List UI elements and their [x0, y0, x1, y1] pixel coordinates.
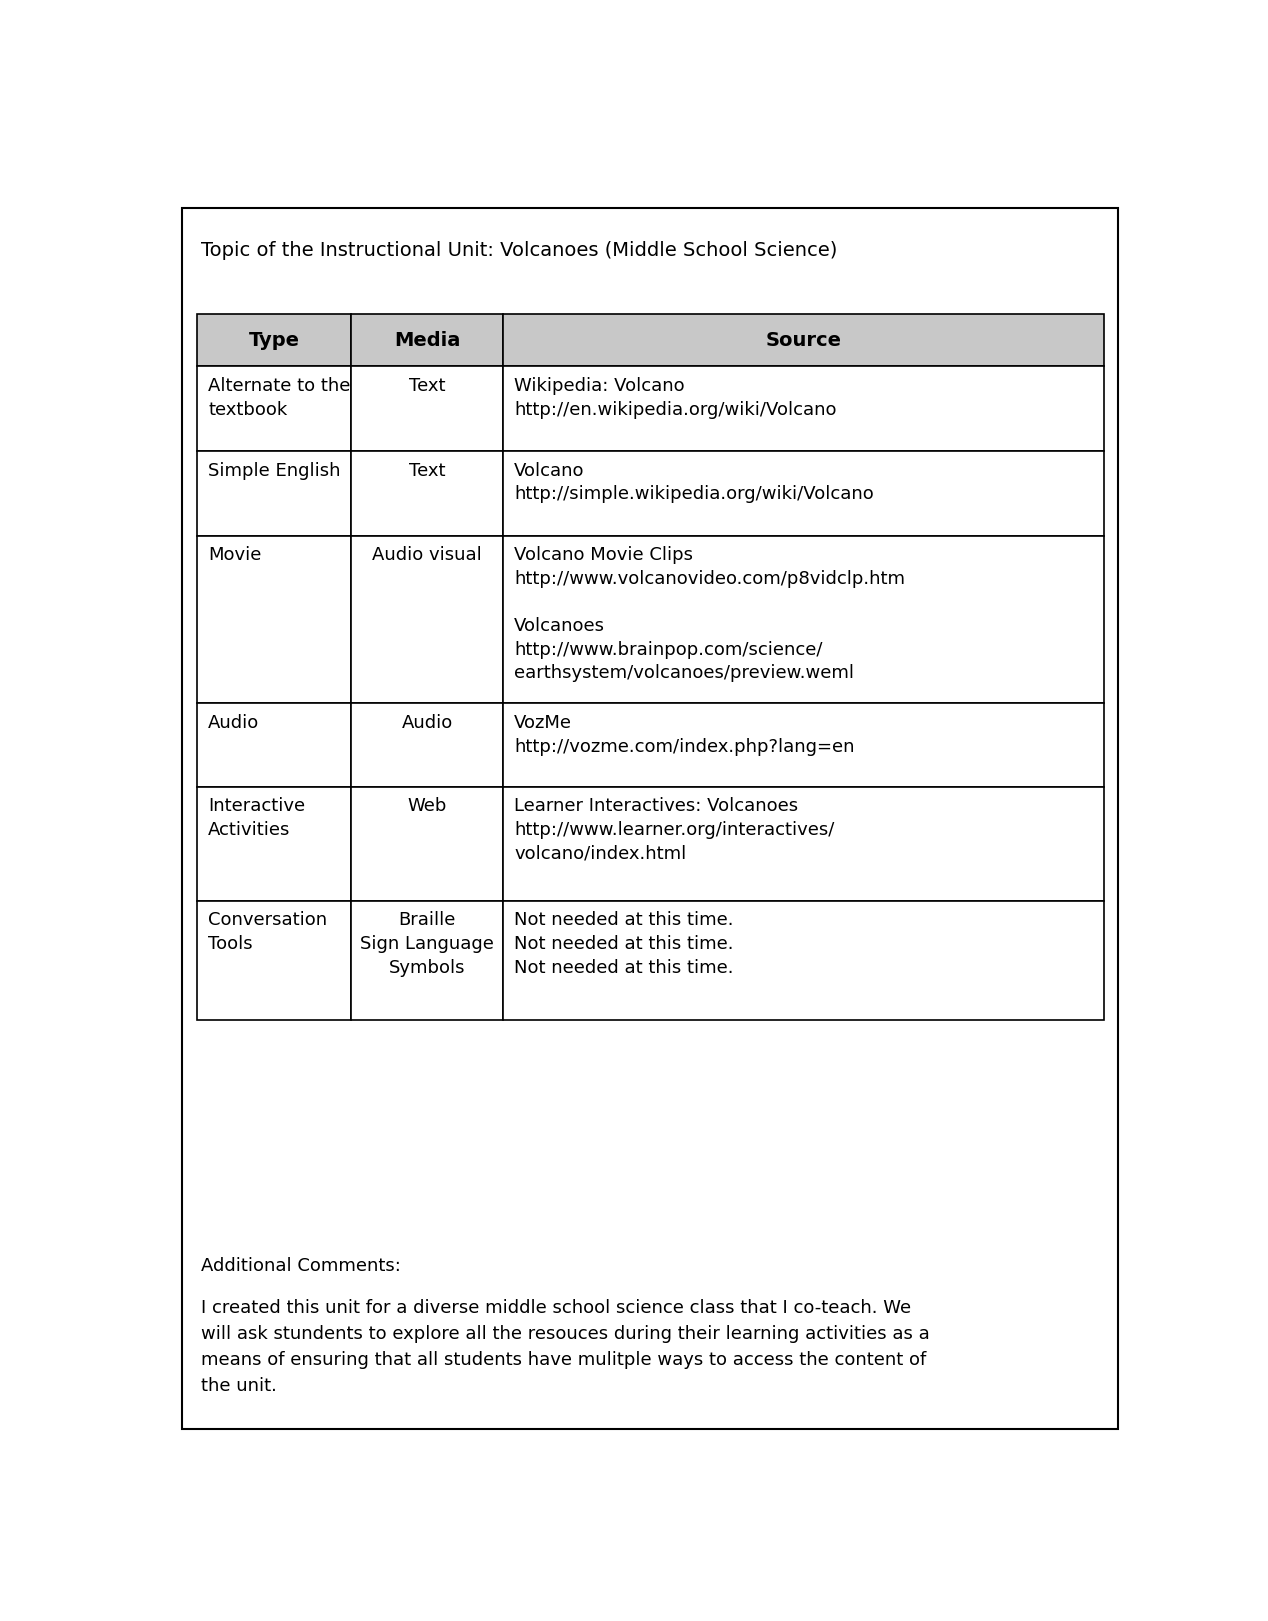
Text: Learner Interactives: Volcanoes
http://www.learner.org/interactives/
volcano/ind: Learner Interactives: Volcanoes http://w… — [515, 798, 834, 862]
Text: VozMe
http://vozme.com/index.php?lang=en: VozMe http://vozme.com/index.php?lang=en — [515, 715, 855, 755]
Text: Volcano Movie Clips
http://www.volcanovideo.com/p8vidclp.htm

Volcanoes
http://w: Volcano Movie Clips http://www.volcanovi… — [515, 546, 905, 682]
Text: Braille
Sign Language
Symbols: Braille Sign Language Symbols — [360, 911, 495, 976]
Text: Additional Comments:: Additional Comments: — [202, 1258, 401, 1276]
Text: Conversation
Tools: Conversation Tools — [208, 911, 327, 953]
Text: Text: Text — [408, 462, 445, 480]
Text: I created this unit for a diverse middle school science class that I co-teach. W: I created this unit for a diverse middle… — [202, 1300, 929, 1394]
Bar — [198, 901, 351, 1020]
Bar — [351, 901, 503, 1020]
Bar — [198, 451, 351, 535]
Text: Wikipedia: Volcano
http://en.wikipedia.org/wiki/Volcano: Wikipedia: Volcano http://en.wikipedia.o… — [515, 378, 837, 418]
Bar — [351, 535, 503, 704]
Text: Audio visual: Audio visual — [373, 546, 482, 564]
Bar — [503, 314, 1104, 366]
Text: Alternate to the
textbook: Alternate to the textbook — [208, 378, 350, 418]
Text: Topic of the Instructional Unit: Volcanoes (Middle School Science): Topic of the Instructional Unit: Volcano… — [202, 242, 837, 259]
Bar — [503, 704, 1104, 786]
Text: Text: Text — [408, 378, 445, 396]
Text: Volcano
http://simple.wikipedia.org/wiki/Volcano: Volcano http://simple.wikipedia.org/wiki… — [515, 462, 874, 503]
Text: Type: Type — [249, 331, 299, 350]
Text: Not needed at this time.
Not needed at this time.
Not needed at this time.: Not needed at this time. Not needed at t… — [515, 911, 734, 976]
Text: Web: Web — [407, 798, 446, 815]
Bar — [351, 451, 503, 535]
Text: Simple English: Simple English — [208, 462, 341, 480]
Text: Audio: Audio — [208, 715, 260, 733]
Text: Interactive
Activities: Interactive Activities — [208, 798, 306, 840]
Bar — [351, 704, 503, 786]
Bar — [198, 535, 351, 704]
Bar — [198, 704, 351, 786]
Bar — [503, 901, 1104, 1020]
Text: Audio: Audio — [402, 715, 453, 733]
Bar — [351, 314, 503, 366]
Bar — [351, 786, 503, 901]
Bar — [198, 366, 351, 451]
Bar — [198, 314, 351, 366]
Bar — [198, 786, 351, 901]
Bar — [503, 535, 1104, 704]
Text: Media: Media — [394, 331, 460, 350]
Bar — [503, 786, 1104, 901]
Bar — [503, 451, 1104, 535]
Text: Movie: Movie — [208, 546, 261, 564]
Bar — [351, 366, 503, 451]
Bar — [503, 366, 1104, 451]
Text: Source: Source — [766, 331, 842, 350]
